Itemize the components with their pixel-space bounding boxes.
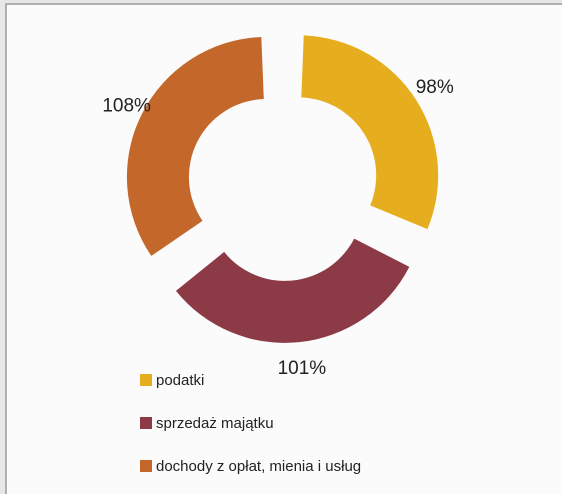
- chart-frame: [5, 3, 562, 494]
- legend-swatch: [140, 460, 152, 472]
- donut-segment: [301, 35, 439, 230]
- donut-segment: [126, 37, 264, 256]
- legend-swatch: [140, 374, 152, 386]
- value-label: 101%: [278, 358, 327, 379]
- legend-label: podatki: [156, 372, 204, 389]
- legend-swatch: [140, 417, 152, 429]
- legend-label: dochody z opłat, mienia i usług: [156, 458, 361, 475]
- donut-segment: [175, 238, 410, 343]
- value-label: 108%: [102, 95, 151, 116]
- legend-label: sprzedaż majątku: [156, 415, 274, 432]
- value-label: 98%: [416, 77, 454, 98]
